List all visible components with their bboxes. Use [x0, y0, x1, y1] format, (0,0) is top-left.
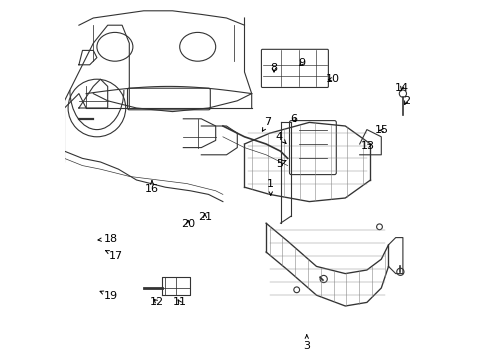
Text: 18: 18 [98, 234, 118, 244]
Text: 19: 19 [100, 291, 118, 301]
Text: 4: 4 [275, 132, 285, 143]
Text: 14: 14 [394, 83, 408, 93]
Text: 11: 11 [172, 297, 186, 307]
Text: 2: 2 [402, 96, 409, 106]
Text: 20: 20 [181, 219, 195, 229]
Text: 7: 7 [262, 117, 271, 131]
Text: 16: 16 [144, 181, 159, 194]
Text: 1: 1 [267, 179, 274, 195]
Text: 17: 17 [105, 251, 123, 261]
Text: 15: 15 [374, 125, 388, 135]
Text: 13: 13 [360, 141, 374, 151]
Text: 10: 10 [325, 74, 339, 84]
Text: 6: 6 [290, 114, 297, 124]
Text: 8: 8 [270, 63, 277, 73]
Text: 12: 12 [150, 297, 164, 307]
Text: 9: 9 [298, 58, 305, 68]
Text: 5: 5 [275, 159, 285, 169]
Text: 3: 3 [303, 335, 310, 351]
Text: 21: 21 [198, 212, 211, 222]
